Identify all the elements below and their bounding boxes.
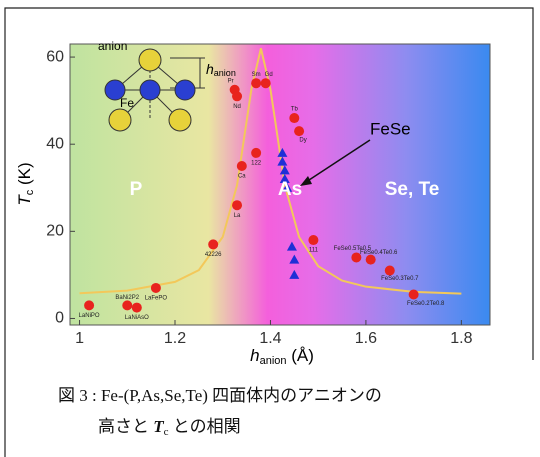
inset-label: anion bbox=[98, 39, 127, 53]
y-tick-label: 40 bbox=[46, 135, 64, 152]
point-label: La bbox=[234, 213, 241, 219]
y-tick-label: 20 bbox=[46, 223, 64, 240]
x-axis-label: (Å) bbox=[287, 346, 314, 365]
x-tick-label: 1.6 bbox=[355, 330, 377, 347]
y-axis-label: Tc (K) bbox=[15, 162, 35, 205]
annotation: FeSe bbox=[370, 119, 411, 138]
x-tick-label: 1.8 bbox=[450, 330, 472, 347]
point-label: Sm bbox=[252, 72, 261, 78]
data-point bbox=[237, 161, 247, 171]
caption: 高さと bbox=[98, 417, 153, 436]
x-tick-label: 1.4 bbox=[259, 330, 281, 347]
point-label: FeSe0.2Te0.8 bbox=[407, 301, 445, 307]
data-point bbox=[84, 300, 94, 310]
data-point bbox=[289, 113, 299, 123]
region-label: P bbox=[130, 179, 143, 200]
caption: T bbox=[153, 417, 164, 436]
point-label: Dy bbox=[299, 138, 306, 144]
inset-label: anion bbox=[214, 68, 236, 78]
x-tick-label: 1 bbox=[75, 330, 84, 347]
point-label: LaNiAsO bbox=[125, 315, 149, 321]
data-point bbox=[251, 78, 261, 88]
x-tick-label: 1.2 bbox=[164, 330, 186, 347]
x-axis-label: hanion (Å) bbox=[250, 346, 314, 366]
data-point bbox=[151, 283, 161, 293]
data-point bbox=[208, 239, 218, 249]
data-point bbox=[409, 290, 419, 300]
region-label: Se, Te bbox=[385, 179, 440, 200]
figure: LaNiPO BaNi2P2 LaNiAsO LaFePO 42226 La Ca 122 Pr… bbox=[0, 0, 540, 457]
point-label: FeSe0.3Te0.7 bbox=[381, 276, 419, 282]
data-point bbox=[232, 91, 242, 101]
point-label: LaFePO bbox=[145, 296, 168, 302]
point-label: 122 bbox=[251, 160, 262, 166]
point-label: Pr bbox=[228, 78, 234, 84]
caption: 図 3 : Fe-(P,As,Se,Te) 四面体内のアニオンの bbox=[58, 386, 382, 405]
point-label: Nd bbox=[233, 104, 241, 110]
y-tick-label: 0 bbox=[55, 310, 64, 327]
inset-label: h bbox=[206, 61, 214, 77]
data-point bbox=[308, 235, 318, 245]
point-label: 111 bbox=[309, 248, 319, 254]
data-point bbox=[261, 78, 271, 88]
point-label: Ca bbox=[238, 174, 246, 180]
data-point bbox=[232, 200, 242, 210]
y-axis-label: (K) bbox=[15, 162, 34, 189]
point-label: LaNiPO bbox=[79, 313, 100, 319]
data-point bbox=[122, 300, 132, 310]
point-label: Tb bbox=[291, 107, 299, 113]
region-label: As bbox=[278, 179, 302, 200]
data-point bbox=[294, 126, 304, 136]
point-label: FeSe0.4Te0.6 bbox=[360, 250, 398, 256]
x-axis-label: h bbox=[250, 346, 259, 365]
caption: 高さと Tc との相関 bbox=[98, 417, 241, 438]
point-label: BaNi2P2 bbox=[115, 295, 139, 301]
y-tick-label: 60 bbox=[46, 48, 64, 65]
point-label: Gd bbox=[265, 72, 273, 78]
data-point bbox=[132, 303, 142, 313]
point-label: 42226 bbox=[205, 252, 222, 258]
inset-label: Fe bbox=[120, 96, 134, 110]
caption: との相関 bbox=[169, 417, 241, 436]
data-point bbox=[385, 266, 395, 276]
x-axis-label: anion bbox=[260, 355, 287, 367]
data-point bbox=[251, 148, 261, 158]
